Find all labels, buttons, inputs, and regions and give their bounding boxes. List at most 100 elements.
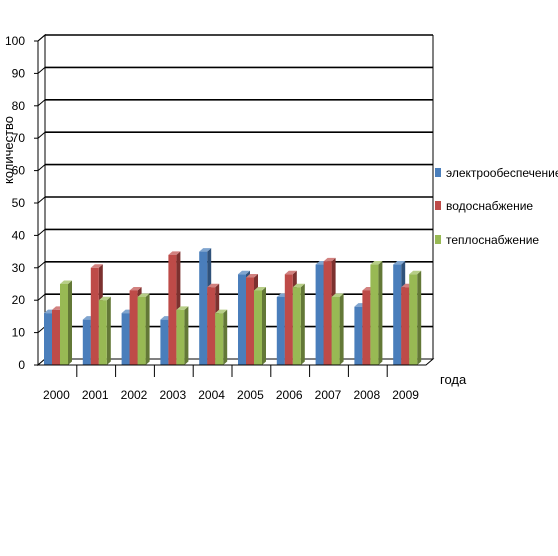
gridline-side xyxy=(37,229,46,236)
y-tick-label: 60 xyxy=(12,164,26,178)
x-tick-label: 2006 xyxy=(276,388,303,402)
gridline-side xyxy=(37,131,46,139)
bar-side xyxy=(339,293,344,365)
bar-top xyxy=(370,261,383,265)
bar-front xyxy=(284,274,293,365)
bar-front xyxy=(331,296,340,365)
bar-front xyxy=(199,251,208,365)
y-tick-label: 100 xyxy=(5,34,25,48)
gridline-side xyxy=(37,67,46,74)
bar-top xyxy=(199,248,212,252)
bar xyxy=(370,261,383,365)
x-tick-label: 2007 xyxy=(315,388,342,402)
legend-item: теплоснабжение xyxy=(435,233,539,247)
bar-top xyxy=(176,306,189,310)
y-tick-label: 80 xyxy=(12,99,26,113)
legend-swatch xyxy=(435,201,441,210)
bar-front xyxy=(292,287,301,365)
y-tick-label: 20 xyxy=(12,293,26,307)
bar-side xyxy=(300,283,305,365)
bar-front xyxy=(82,319,91,365)
bar-side xyxy=(184,306,189,365)
gridline-side xyxy=(37,164,46,171)
bar-front xyxy=(362,290,371,365)
legend-label: водоснабжение xyxy=(446,199,533,213)
bar-front xyxy=(315,264,324,365)
x-tick-label: 2005 xyxy=(237,388,264,402)
gridline-side xyxy=(37,326,46,333)
bar-top xyxy=(129,286,142,291)
y-tick-label: 10 xyxy=(12,326,26,340)
y-tick-label: 70 xyxy=(12,131,26,145)
bar-front xyxy=(238,274,246,365)
bar-top xyxy=(292,283,305,288)
bar-front xyxy=(44,313,52,365)
x-tick-label: 2003 xyxy=(159,388,186,402)
x-tick-label: 2002 xyxy=(121,388,148,402)
bar-front xyxy=(160,319,169,365)
bar-front xyxy=(121,313,130,365)
legend-label: теплоснабжение xyxy=(446,233,539,247)
y-tick-label: 30 xyxy=(12,261,26,275)
bar xyxy=(215,309,228,365)
bar xyxy=(292,283,305,365)
gridline-side xyxy=(37,293,46,301)
bar-top xyxy=(98,296,111,301)
bar-top xyxy=(254,286,266,291)
bar-front xyxy=(168,254,177,365)
gridline-side xyxy=(37,99,46,107)
bar xyxy=(137,293,150,365)
bar-top xyxy=(323,257,336,262)
y-tick-label: 40 xyxy=(12,228,26,242)
bar-front xyxy=(254,290,262,365)
bar-top xyxy=(331,293,344,297)
bar-side xyxy=(417,270,422,365)
bar xyxy=(254,286,266,365)
gridline-side xyxy=(37,34,46,42)
y-axis-label: количество xyxy=(1,116,16,184)
bar-top xyxy=(246,274,258,278)
x-axis-label: года xyxy=(440,372,467,387)
bar-side xyxy=(68,280,72,365)
bar-front xyxy=(393,264,402,365)
bar-top xyxy=(215,309,228,314)
bar-side xyxy=(223,309,228,365)
bar xyxy=(98,296,111,365)
bar-top xyxy=(137,293,150,297)
gridline-side xyxy=(37,196,46,204)
bar-top xyxy=(207,283,220,288)
y-tick-label: 0 xyxy=(18,358,25,372)
x-tick-label: 2009 xyxy=(392,388,419,402)
bar-front xyxy=(98,300,107,365)
bar-top xyxy=(168,251,181,255)
bar-front xyxy=(354,306,363,365)
x-tick-label: 2004 xyxy=(198,388,225,402)
legend: электрообеспечение водоснабжение теплоснаб… xyxy=(435,166,558,247)
bar-top xyxy=(284,270,297,275)
bar-front xyxy=(129,290,138,365)
legend-item: электрообеспечение xyxy=(435,166,558,180)
bar-top xyxy=(409,270,422,275)
bar-front xyxy=(276,296,285,365)
bar-front xyxy=(409,274,418,365)
x-tick-label: 2001 xyxy=(82,388,109,402)
bar-front xyxy=(52,309,60,365)
bar-side xyxy=(106,296,111,365)
x-tick-label: 2000 xyxy=(43,388,70,402)
bar-front xyxy=(60,284,68,365)
legend-swatch xyxy=(435,168,441,177)
y-tick-label: 90 xyxy=(12,66,26,80)
bar-front xyxy=(215,313,224,365)
bar-top xyxy=(60,280,72,284)
y-tick-label: 50 xyxy=(12,196,26,210)
legend-item: водоснабжение xyxy=(435,199,533,213)
legend-swatch xyxy=(435,235,441,244)
bar-top xyxy=(90,264,103,268)
bar-front xyxy=(370,264,379,365)
bar-top xyxy=(238,270,250,275)
bar-front xyxy=(323,261,332,365)
y-tick-labels: 0 10 20 30 40 50 60 70 80 90 100 xyxy=(5,34,25,372)
axes xyxy=(34,40,426,377)
bar-front xyxy=(176,309,185,365)
